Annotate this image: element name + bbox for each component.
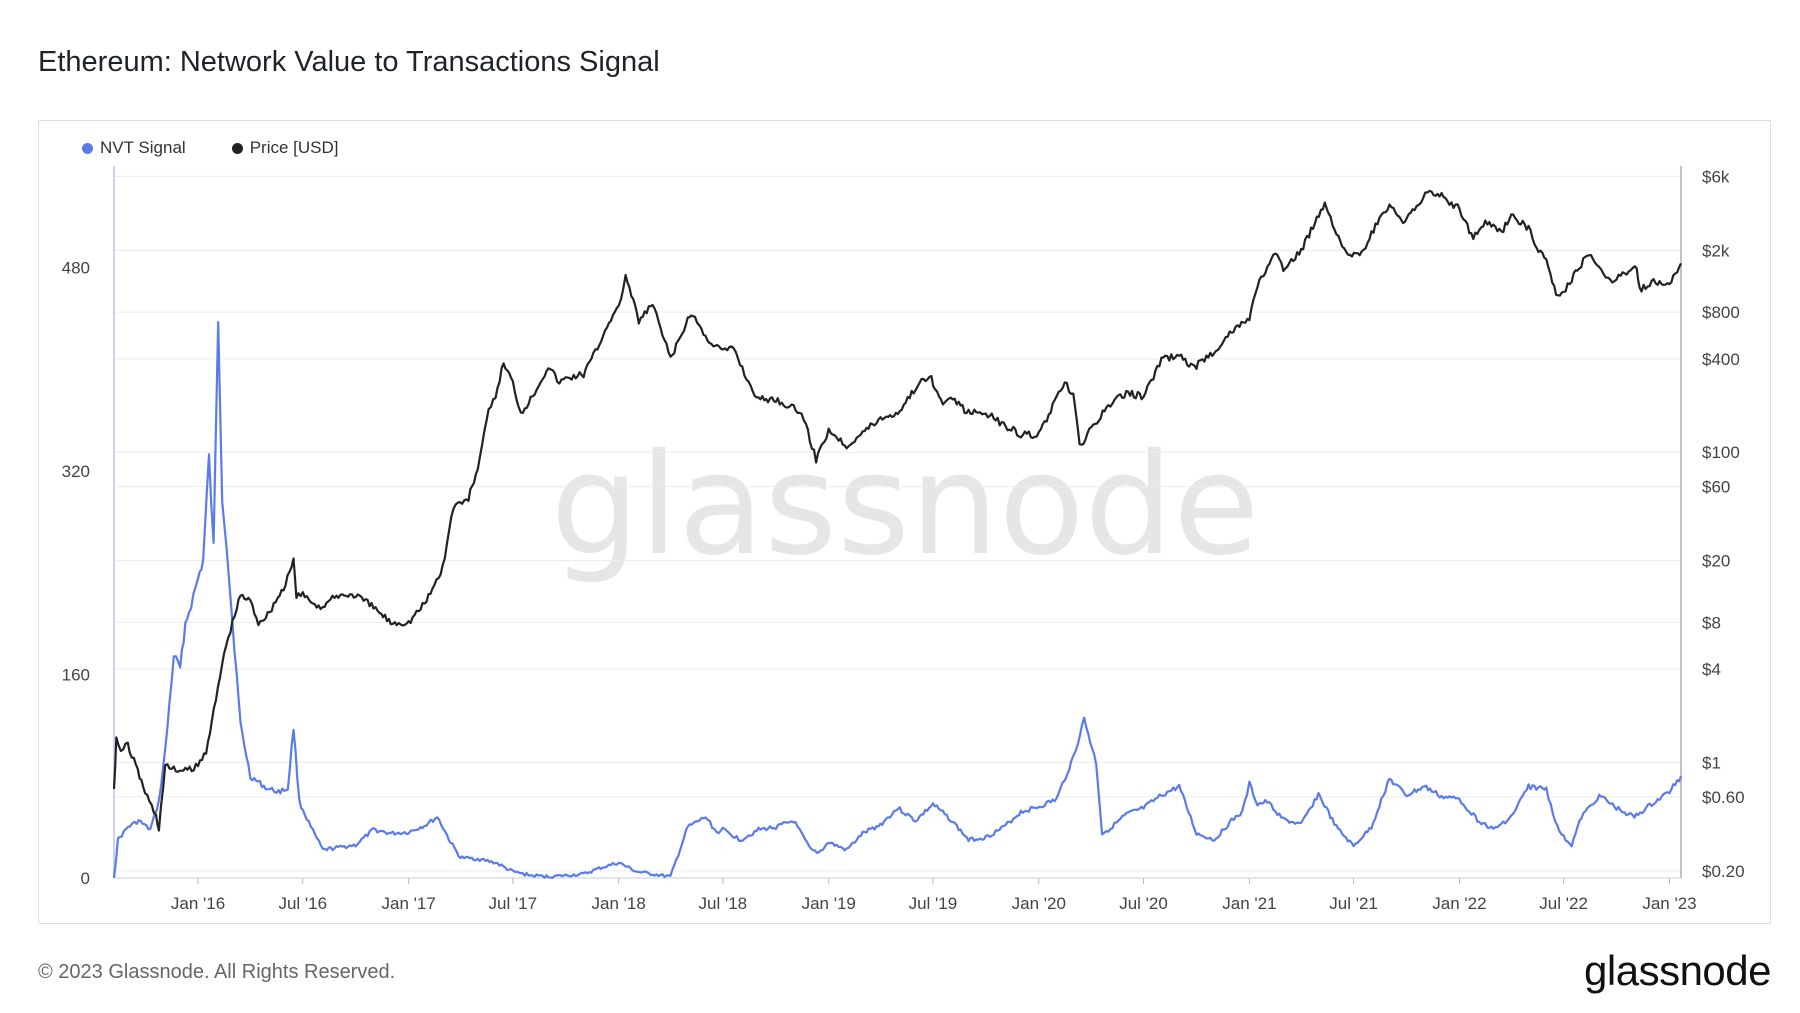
x-tick-label: Jan '21 — [1222, 894, 1276, 913]
y-left-tick-label: 0 — [81, 869, 90, 888]
nvt-signal-line — [112, 321, 1683, 879]
y-right-tick-label: $800 — [1702, 303, 1740, 322]
x-tick-label: Jul '21 — [1329, 894, 1378, 913]
series-lines — [112, 189, 1683, 879]
y-left-tick-label: 480 — [62, 259, 90, 278]
x-tick-label: Jan '16 — [171, 894, 225, 913]
x-tick-label: Jan '19 — [802, 894, 856, 913]
x-tick-label: Jul '17 — [488, 894, 537, 913]
legend-item-nvt[interactable]: NVT Signal — [82, 138, 186, 158]
grid-lines — [114, 175, 1681, 872]
x-tick-label: Jan '22 — [1432, 894, 1486, 913]
y-left-tick-label: 160 — [62, 666, 90, 685]
y-right-tick-label: $6k — [1702, 167, 1730, 186]
chart-legend: NVT Signal Price [USD] — [82, 138, 338, 158]
x-tick-label: Jan '20 — [1012, 894, 1066, 913]
price-legend-dot — [231, 142, 243, 154]
legend-label-price: Price [USD] — [249, 138, 339, 157]
y-right-tick-label: $0.20 — [1702, 862, 1745, 881]
nvt-legend-dot — [82, 142, 93, 154]
copyright-footer: © 2023 Glassnode. All Rights Reserved. — [38, 961, 396, 983]
watermark: glassnode — [551, 424, 1260, 587]
x-tick-label: Jan '23 — [1642, 894, 1696, 913]
x-tick-label: Jul '22 — [1539, 894, 1588, 913]
legend-item-price[interactable]: Price [USD] — [231, 138, 339, 158]
x-tick-label: Jan '18 — [592, 894, 646, 913]
y-right-tick-label: $8 — [1702, 613, 1721, 632]
x-tick-label: Jul '20 — [1119, 894, 1168, 913]
y-right-tick-label: $20 — [1702, 552, 1730, 571]
axes: $6k $2k $800 $400 $100 $60 $20 $8 $4 $1 $0.60 $0.20… — [62, 166, 1745, 913]
x-tick-label: Jul '16 — [278, 894, 327, 913]
y-right-tick-label: $400 — [1702, 350, 1740, 369]
glassnode-logo[interactable]: glassnode — [1584, 947, 1771, 994]
y-right-tick-label: $4 — [1702, 660, 1721, 679]
page-title: Ethereum: Network Value to Transactions … — [38, 46, 660, 78]
legend-label-nvt: NVT Signal — [100, 138, 186, 157]
y-right-tick-label: $60 — [1702, 478, 1730, 497]
x-tick-label: Jan '17 — [381, 894, 435, 913]
chart-panel — [38, 120, 1771, 924]
y-right-tick-label: $100 — [1702, 443, 1740, 462]
y-right-tick-label: $0.60 — [1702, 788, 1745, 807]
y-right-tick-label: $2k — [1702, 241, 1730, 260]
y-right-tick-label: $1 — [1702, 753, 1721, 772]
price-line — [112, 189, 1682, 832]
y-left-tick-label: 320 — [62, 462, 90, 481]
x-tick-label: Jul '19 — [909, 894, 958, 913]
x-tick-label: Jul '18 — [699, 894, 748, 913]
